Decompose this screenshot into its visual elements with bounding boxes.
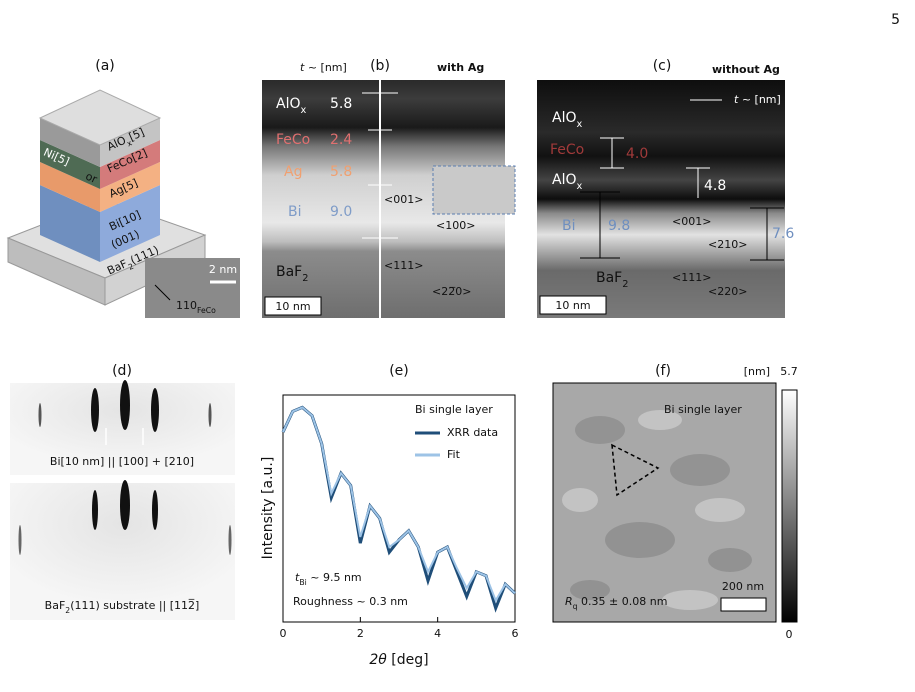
direction-label: 110FeCo xyxy=(176,299,216,315)
layer-thickness: 5.8 xyxy=(330,96,352,112)
panel-label: (a) xyxy=(95,58,115,74)
x-tick-label: 0 xyxy=(280,627,287,640)
colorbar xyxy=(781,389,798,623)
panel-d: (d) Bi[10 nm] || [100] + [210] BaF2(111)… xyxy=(10,363,235,620)
layer-thickness: 9.0 xyxy=(330,204,352,220)
alox-left xyxy=(40,118,100,167)
annotation-title: Bi single layer xyxy=(415,403,493,416)
roughness: Rq 0.35 ± 0.08 nm xyxy=(565,595,667,611)
panel-b: (b) with Ag t ~ [nm] AlOx 5.8 FeCo 2.4 A… xyxy=(262,58,516,318)
x-tick-label: 4 xyxy=(434,627,441,640)
arrow xyxy=(154,284,171,301)
scale-label: 200 nm xyxy=(722,580,764,593)
arrows xyxy=(105,428,144,445)
legend-label: Fit xyxy=(447,448,461,461)
streaks xyxy=(38,380,212,432)
direction-label: <001> xyxy=(672,215,711,228)
layer-name: FeCo xyxy=(550,142,584,158)
layer-thickness: 4.0 xyxy=(626,146,648,162)
annotation: tBi ~ 9.5 nm xyxy=(295,571,362,587)
layer-thickness: 7.6 xyxy=(772,226,794,242)
direction-label: <001> xyxy=(384,193,423,206)
thickness-arrows xyxy=(600,99,722,198)
plot-frame xyxy=(282,394,516,623)
ag-left xyxy=(40,162,100,212)
layer-name: AlOx xyxy=(276,96,307,116)
caption: BaF2(111) substrate || [112̅] xyxy=(45,599,200,615)
thickness-arrows xyxy=(580,191,784,261)
panel-label: (e) xyxy=(389,363,409,379)
stack-top xyxy=(38,89,162,146)
x-tick-label: 2 xyxy=(357,627,364,640)
layer-name: Ag xyxy=(284,164,302,180)
panel-label: (b) xyxy=(370,58,390,74)
layer-name: BaF2 xyxy=(596,270,628,290)
layer-thickness: 2.4 xyxy=(330,132,352,148)
panel-a: (a) AlOx[5] FeCo[2] Ni[5] or Ag[5] Bi[10… xyxy=(6,58,240,318)
panel-label: (f) xyxy=(655,363,671,379)
scale-box xyxy=(264,296,322,316)
afm-texture xyxy=(562,410,745,610)
annotation: Roughness ~ 0.3 nm xyxy=(293,595,408,608)
scale-label: 10 nm xyxy=(275,300,310,313)
scale-bar xyxy=(720,597,767,612)
thickness-header: t ~ [nm] xyxy=(734,93,781,106)
legend-label: XRR data xyxy=(447,426,498,439)
layer-name: FeCo xyxy=(276,132,310,148)
layer-thickness: 9.8 xyxy=(608,218,630,234)
afm-texture xyxy=(570,416,752,600)
bi-left xyxy=(40,185,100,262)
layer-name: AlOx xyxy=(552,172,583,192)
series-line xyxy=(282,406,516,603)
thickness-header: t ~ [nm] xyxy=(300,61,347,74)
direction-label: <111> xyxy=(384,259,423,272)
colorbar-max: 5.7 xyxy=(780,365,798,378)
ag-right xyxy=(100,162,160,212)
inset-image xyxy=(432,165,516,215)
panel-label: (d) xyxy=(112,363,132,379)
streaks xyxy=(18,480,232,555)
panel-f: (f) Bi single layer Rq 0.35 ± 0.08 nm 20… xyxy=(552,363,798,641)
colorbar-min: 0 xyxy=(786,628,793,641)
layer-name: AlOx xyxy=(552,110,583,130)
layer-name: BaF2 xyxy=(276,264,308,284)
direction-label: <220> xyxy=(708,285,747,298)
panel-title: without Ag xyxy=(712,63,780,76)
layer-thickness: 5.8 xyxy=(330,164,352,180)
y-axis-label: Intensity [a.u.] xyxy=(260,457,276,560)
caption: Bi[10 nm] || [100] + [210] xyxy=(50,455,194,468)
x-axis-label: 2θ [deg] xyxy=(369,652,428,668)
panel-e: (e) Bi single layer tBi ~ 9.5 nm Roughne… xyxy=(260,363,519,668)
annotation-title: Bi single layer xyxy=(664,403,742,416)
direction-label: <210> xyxy=(708,238,747,251)
page-number: 5 xyxy=(891,12,900,28)
inset-image xyxy=(145,258,240,318)
direction-label: <100> xyxy=(436,219,475,232)
scale-label: 10 nm xyxy=(555,299,590,312)
scale-label: 2 nm xyxy=(209,263,237,276)
alox-right xyxy=(100,118,160,167)
ni-left xyxy=(40,140,100,189)
panel-c: (c) without Ag t ~ [nm] AlOx FeCo 4.0 Al… xyxy=(537,58,794,318)
layer-name: Bi xyxy=(288,204,302,220)
thickness-ticks xyxy=(362,92,398,239)
direction-label: <111> xyxy=(672,271,711,284)
layer-thickness: 4.8 xyxy=(704,178,726,194)
panel-title: with Ag xyxy=(437,61,484,74)
panel-label: (c) xyxy=(653,58,672,74)
tem-image xyxy=(537,80,785,318)
layer-name: Bi xyxy=(562,218,576,234)
scale-box xyxy=(539,295,607,315)
x-tick-label: 6 xyxy=(512,627,519,640)
bi-right xyxy=(100,185,160,262)
feco-right xyxy=(100,140,160,189)
direction-label: <22̅0> xyxy=(432,285,471,298)
layer-label: or xyxy=(84,170,100,187)
colorbar-unit: [nm] xyxy=(744,365,770,378)
